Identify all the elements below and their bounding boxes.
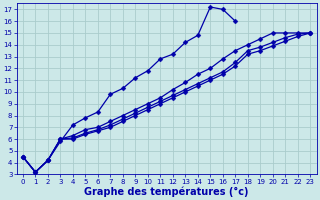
X-axis label: Graphe des températures (°c): Graphe des températures (°c) bbox=[84, 186, 249, 197]
